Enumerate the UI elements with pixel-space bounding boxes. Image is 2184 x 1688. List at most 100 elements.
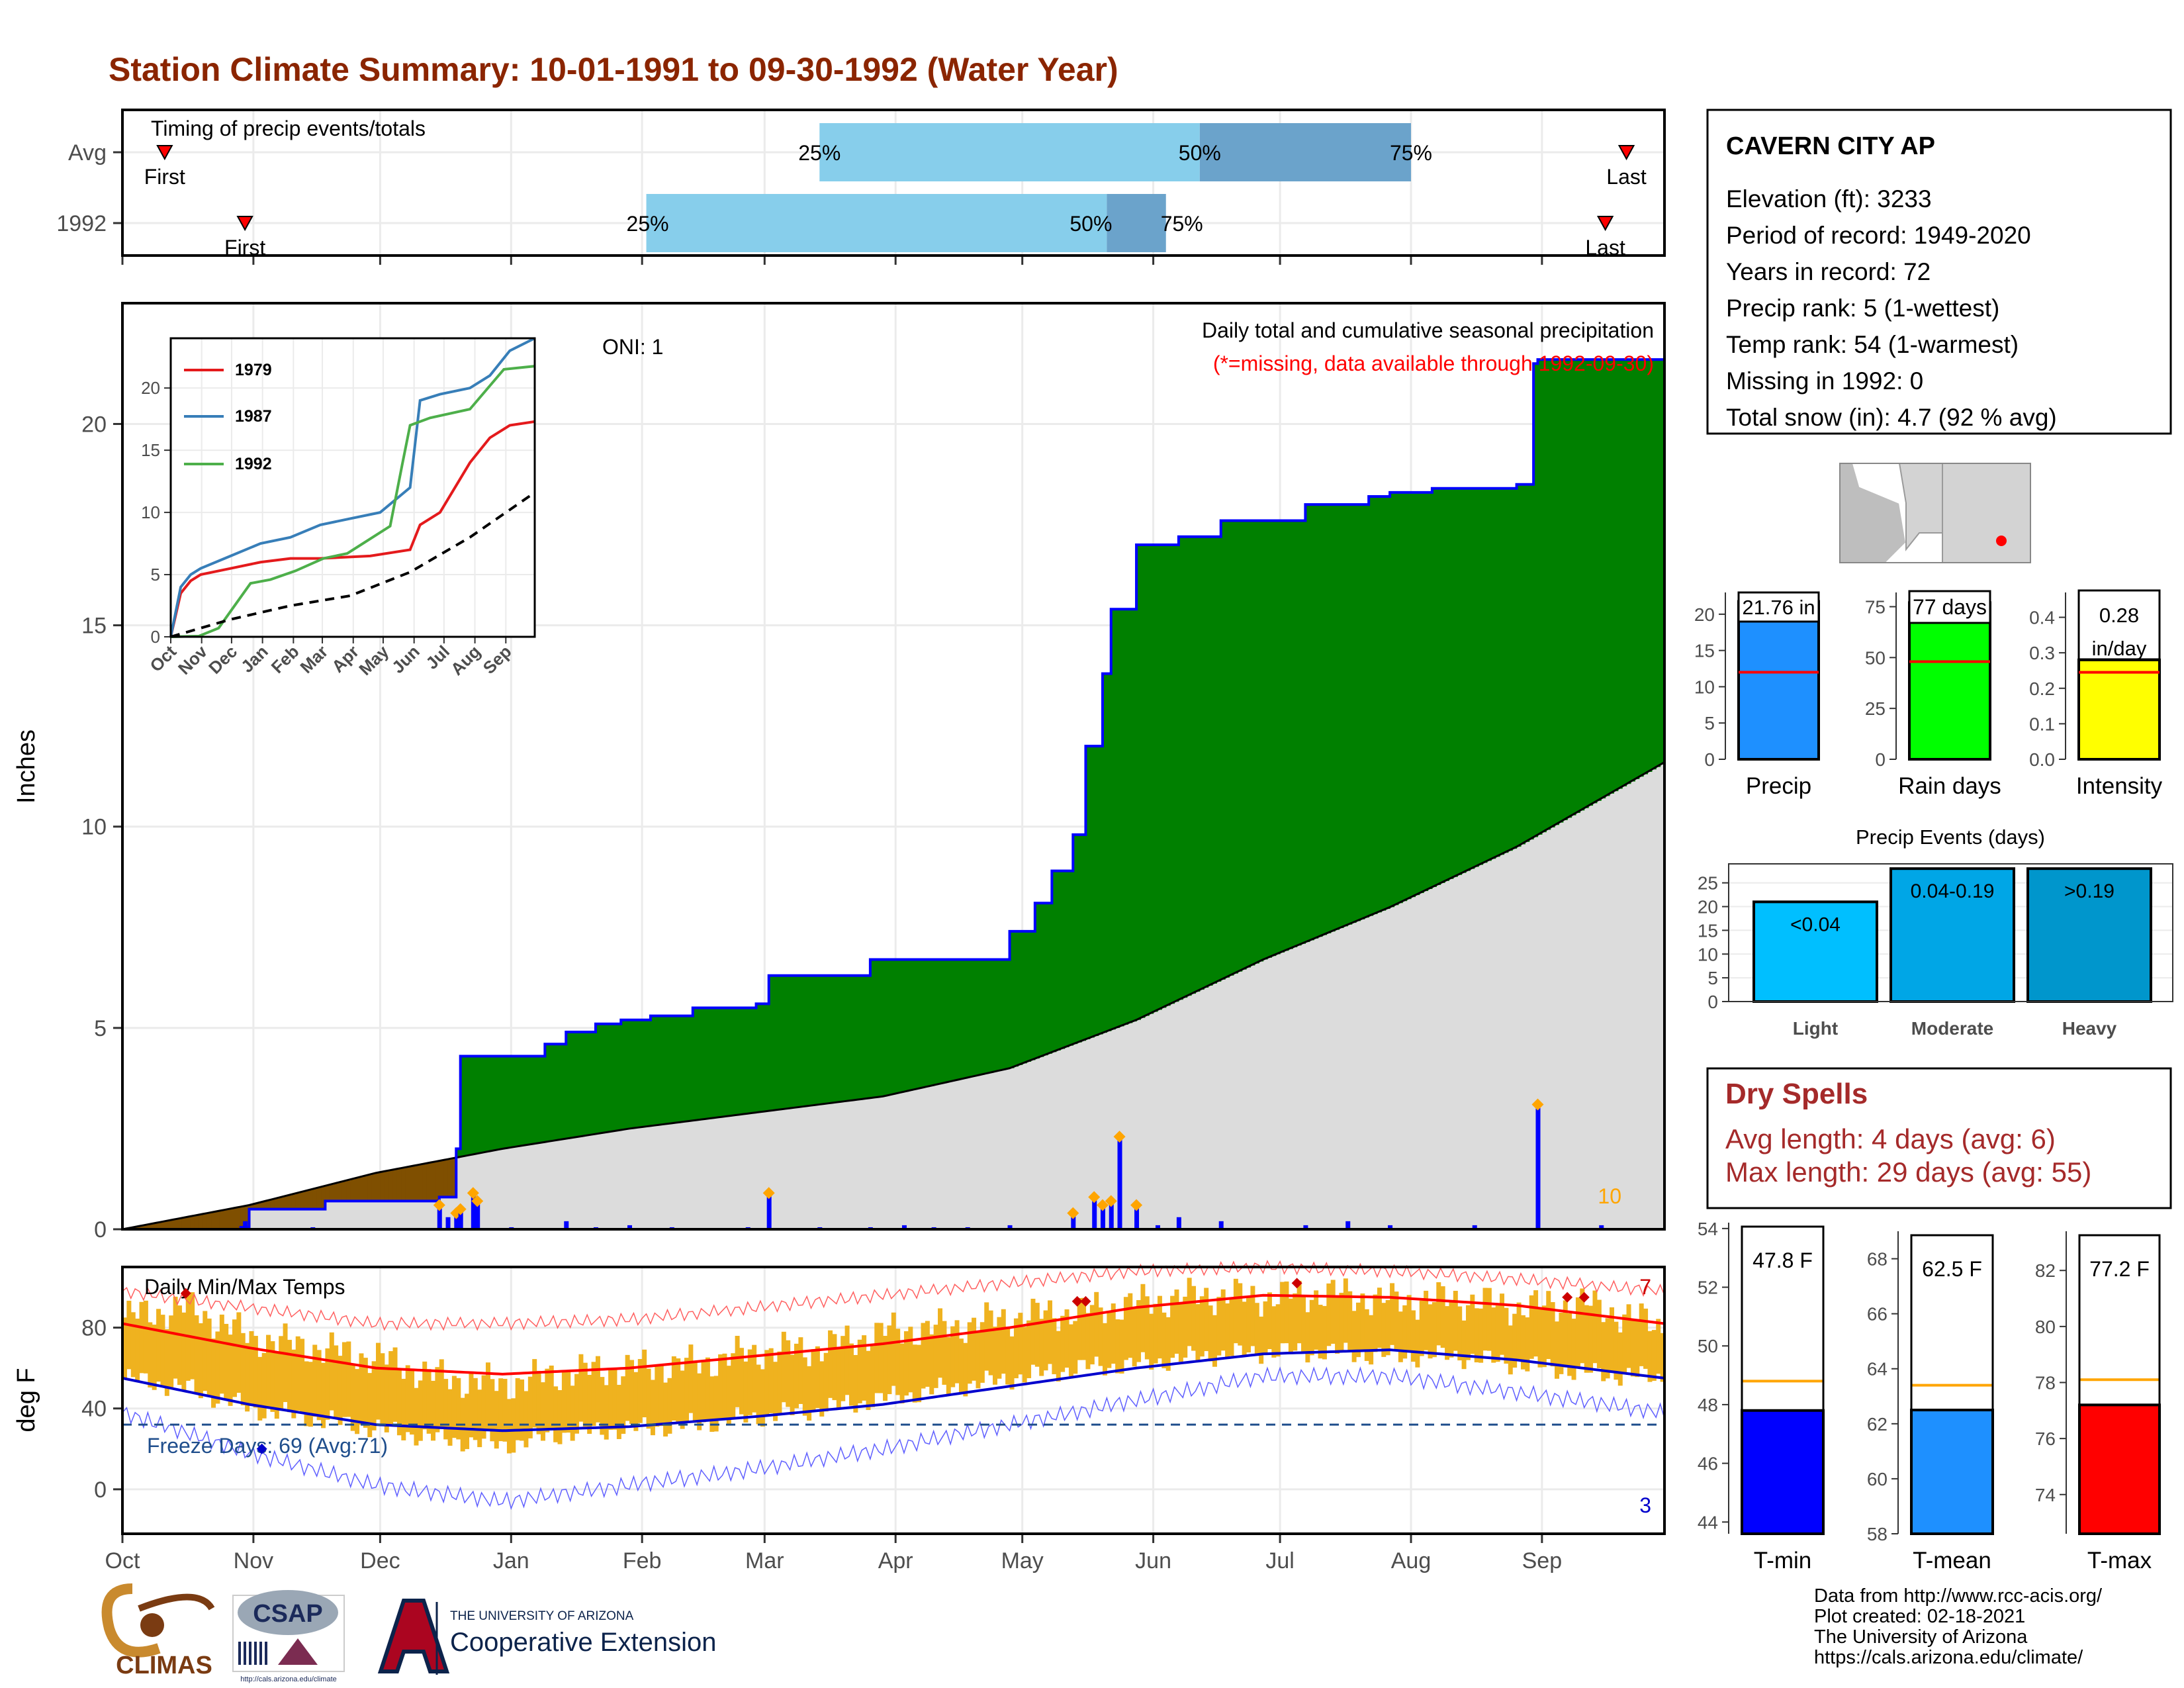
deficit-area-slice [350,1179,355,1201]
surplus-area-slice [456,1149,461,1158]
deficit-area-slice [224,1209,229,1229]
daily-temp-range-bar [1048,1300,1052,1364]
surplus-area-slice [1643,359,1649,774]
daily-temp-range-bar [152,1325,157,1390]
daily-temp-range-bar [663,1382,668,1437]
quartile-bar-50-75 [1199,123,1411,181]
daily-temp-range-bar [676,1358,681,1422]
daily-temp-range-bar [203,1311,208,1391]
surplus-area-slice [735,1008,740,1115]
daily-temp-range-bar [527,1376,533,1438]
daily-temp-range-bar [1504,1307,1509,1364]
daily-temp-range-bar [1178,1303,1183,1362]
daily-temp-range-bar [1026,1320,1032,1378]
daily-temp-range-bar [388,1351,394,1425]
surplus-area-slice [1495,488,1500,857]
surplus-area-slice [1424,492,1429,892]
deficit-area-slice [359,1177,364,1201]
daily-temp-range-bar [1635,1321,1640,1378]
surplus-area-slice [848,975,854,1101]
daily-temp-range-bar [228,1335,233,1406]
inset-series-line [169,337,535,637]
daily-temp-range-bar [498,1378,504,1442]
surplus-area-slice [646,1019,651,1127]
daily-temp-range-bar [177,1305,182,1385]
daily-temp-range-bar [1115,1319,1120,1374]
deficit-area-slice [447,1159,453,1197]
daily-temp-range-bar [988,1310,993,1376]
daily-temp-range-bar [1419,1300,1424,1356]
temp-x-tick-label: May [1001,1548,1044,1573]
surplus-area-slice [1123,609,1128,1025]
surplus-area-slice [1220,520,1226,980]
csap-mountain-icon [278,1638,318,1665]
surplus-area-slice [1238,520,1243,972]
daily-temp-range-bar [1111,1303,1116,1364]
surplus-area-slice [764,1004,770,1111]
surplus-area-slice [578,1031,584,1137]
daily-temp-range-bar [811,1349,816,1411]
surplus-area-slice [684,1015,689,1122]
daily-temp-range-bar [122,1317,127,1378]
precip-title: Daily total and cumulative seasonal prec… [1202,318,1654,342]
daily-temp-range-bar [1537,1307,1543,1368]
surplus-area-slice [1170,544,1175,1004]
station-info-line: Period of record: 1949-2020 [1726,222,2031,249]
deficit-area-slice [261,1201,267,1209]
daily-temp-range-bar [1102,1323,1107,1376]
surplus-area-slice [1491,488,1496,859]
record-precip-marker [433,1199,445,1211]
daily-temp-range-bar [185,1295,191,1381]
quartile-bar-25-50 [819,123,1200,181]
daily-temp-range-bar [1491,1307,1496,1363]
surplus-area-slice [747,1008,752,1114]
daily-temp-range-bar [1128,1293,1133,1358]
daily-temp-range-bar [1398,1311,1403,1362]
surplus-area-slice [659,1015,664,1125]
daily-precip-bar [445,1217,451,1229]
daily-temp-range-bar [1356,1302,1361,1358]
surplus-area-slice [1157,544,1162,1010]
daily-temp-range-bar [1301,1295,1306,1352]
surplus-area-slice [1550,359,1555,827]
surplus-area-slice [1428,492,1433,890]
deficit-area-slice [240,1206,246,1227]
csap-logo: CSAP http://cals.arizona.edu/climate [232,1590,345,1683]
inset-series-line [170,491,536,638]
csap-rain-icon [244,1642,246,1665]
deficit-area-slice [152,1223,157,1229]
surplus-area-slice [1115,609,1120,1028]
surplus-area-slice [1555,359,1560,825]
surplus-area-slice [1453,488,1458,877]
surplus-area-slice [1474,488,1479,867]
surplus-area-slice [709,1008,715,1119]
daily-temp-range-bar [925,1321,930,1387]
daily-temp-range-bar [802,1357,807,1416]
bar-panel-y-tick-label: 0.4 [2029,608,2055,628]
daily-temp-range-bar [1351,1311,1357,1362]
surplus-area-slice [1504,488,1509,853]
surplus-area-slice [1204,536,1209,988]
surplus-area-slice [1410,492,1416,898]
tmax-value-bar [2078,1403,2161,1535]
csap-rain-icon [238,1642,241,1665]
map-region [1942,463,2031,563]
deficit-area-slice [181,1217,187,1229]
precip-y-axis-label: Inches [13,729,40,804]
surplus-area-slice [705,1008,710,1119]
surplus-area-slice [637,1019,643,1128]
daily-precip-bar [1176,1217,1181,1229]
daily-temp-range-bar [1449,1301,1454,1358]
intensity-value-label: 0.28 [2099,604,2139,627]
precip-events-value-label: >0.19 [2064,880,2115,902]
surplus-area-slice [903,959,909,1092]
triangle-marker-icon [1596,216,1614,232]
precip-events-category-label: Moderate [1911,1018,1993,1039]
freeze-days-label: Freeze Days: 69 (Avg:71) [147,1434,388,1458]
bar-panel-y-tick-label: 76 [2035,1429,2056,1449]
surplus-area-slice [1529,484,1534,840]
surplus-area-slice [587,1031,592,1136]
record-precip-marker [1088,1191,1101,1203]
surplus-area-slice [1022,931,1027,1064]
bar-panel-y-tick-label: 64 [1867,1359,1888,1380]
